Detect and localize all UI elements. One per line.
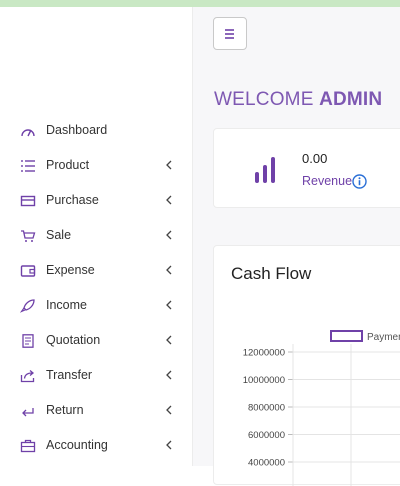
cash-flow-title: Cash Flow [231,264,312,283]
sidebar-item-accounting[interactable]: Accounting [0,428,193,463]
document-icon [22,334,34,348]
sidebar-item-label: Dashboard [46,123,108,137]
cart-icon [21,230,36,242]
revenue-value: 0.00 [302,151,328,166]
cash-flow-card: Cash Flow Payment Received 12000000 100000… [213,245,400,486]
sidebar-item-dashboard[interactable]: Dashboard [0,113,193,148]
chevron-left-icon [166,440,172,450]
main-content: WELCOME ADMIN 0.00 Revenue Cash Flow Pay… [193,7,400,486]
y-tick-label: 12000000 [243,348,285,359]
y-tick-label: 10000000 [243,375,285,386]
sidebar-item-label: Transfer [46,368,93,382]
sidebar-item-label: Sale [46,228,72,242]
page-title: WELCOME ADMIN [214,89,382,111]
revenue-label: Revenue [302,174,353,188]
briefcase-icon [20,439,36,453]
legend-label: Payment Received [367,332,400,343]
sidebar-item-label: Accounting [46,438,108,452]
sidebar-item-label: Income [46,298,87,312]
list-icon [21,160,35,172]
speedometer-icon [21,129,35,137]
menu-toggle-button[interactable] [213,17,247,50]
sidebar: Dashboard Product Purchase Sale Expense … [0,7,193,466]
welcome-user: ADMIN [319,89,383,110]
chevron-left-icon [166,405,172,415]
card-icon [20,195,36,207]
sidebar-item-label: Purchase [46,193,99,207]
sidebar-nav: Dashboard Product Purchase Sale Expense … [0,113,193,463]
sidebar-item-label: Expense [46,263,95,277]
sidebar-item-return[interactable]: Return [0,393,193,428]
sidebar-item-label: Product [46,158,90,172]
bar-chart-icon [255,157,275,183]
top-strip [0,0,400,7]
sidebar-item-label: Return [46,403,84,417]
hamburger-icon [225,29,234,39]
chevron-left-icon [166,300,172,310]
sidebar-item-sale[interactable]: Sale [0,218,193,253]
sidebar-item-product[interactable]: Product [0,148,193,183]
sidebar-item-transfer[interactable]: Transfer [0,358,193,393]
chevron-left-icon [166,160,172,170]
sidebar-item-quotation[interactable]: Quotation [0,323,193,358]
share-icon [20,370,35,383]
sidebar-item-purchase[interactable]: Purchase [0,183,193,218]
sidebar-item-label: Quotation [46,333,101,347]
legend-swatch [330,330,363,342]
y-tick-label: 6000000 [248,430,285,441]
wallet-icon [20,265,36,277]
rocket-icon [20,299,35,313]
sidebar-item-income[interactable]: Income [0,288,193,323]
y-tick-label: 4000000 [248,458,285,469]
cash-flow-chart: Payment Received 12000000 10000000 8000000 6… [243,330,400,486]
welcome-prefix: WELCOME [214,89,314,110]
info-icon[interactable] [352,174,367,189]
revenue-card: 0.00 Revenue [213,128,400,208]
chevron-left-icon [166,230,172,240]
chevron-left-icon [166,370,172,380]
return-icon [22,408,34,417]
chevron-left-icon [166,195,172,205]
y-tick-label: 8000000 [248,403,285,414]
chevron-left-icon [166,335,172,345]
chevron-left-icon [166,265,172,275]
sidebar-item-expense[interactable]: Expense [0,253,193,288]
